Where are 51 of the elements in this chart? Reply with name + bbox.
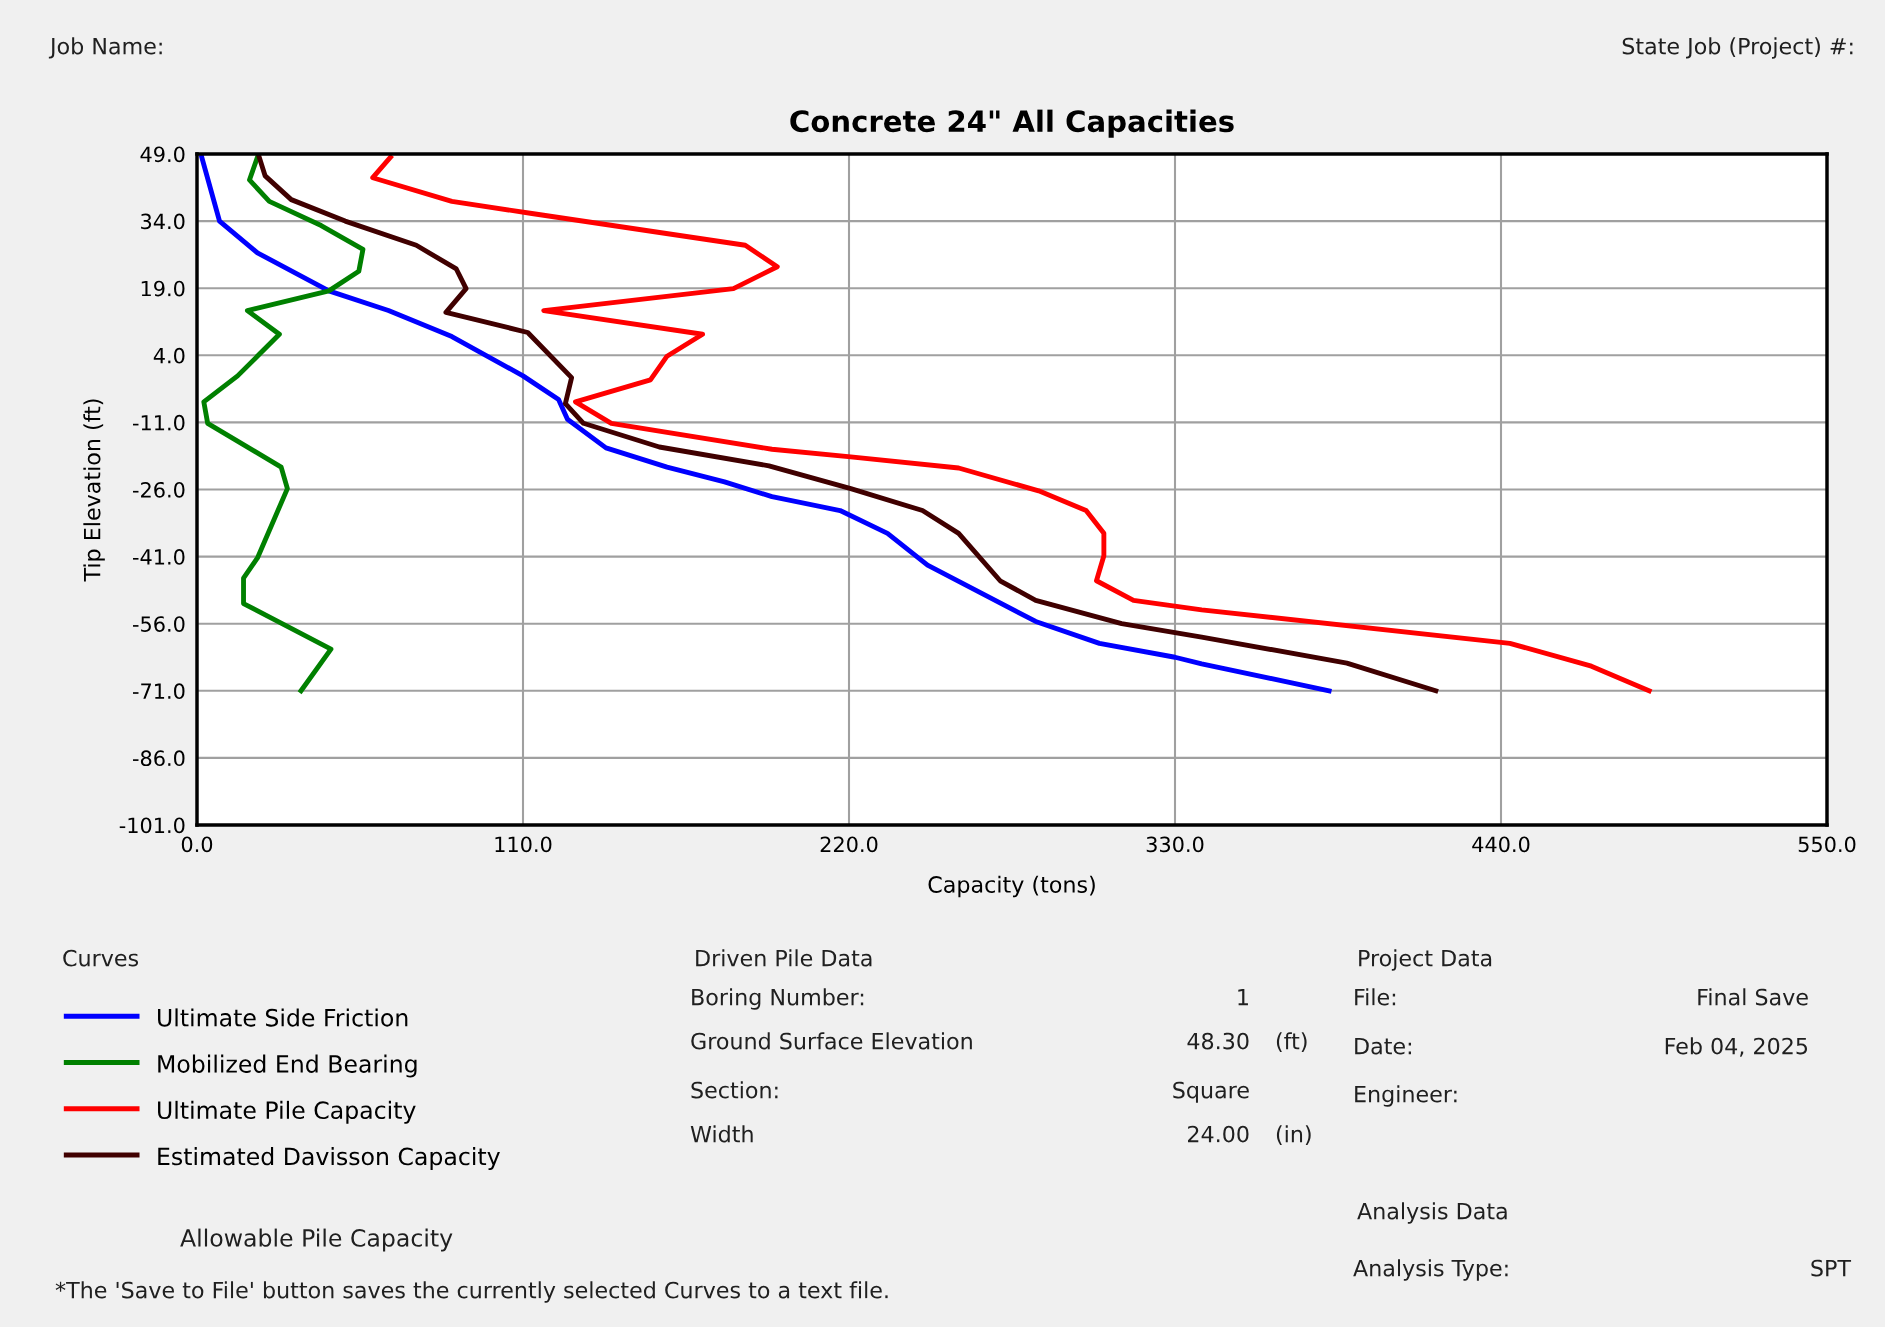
legend-label: Estimated Davisson Capacity [158,1147,500,1170]
y-tick-label: -26.0 [133,481,185,498]
y-tick-label: 34.0 [141,213,185,230]
chart-title: Concrete 24" All Capacities [790,109,1234,138]
text: Feb 04, 2025 [1665,1037,1808,1057]
text: (ft) [1276,1032,1307,1053]
x-tick-label: 110.0 [495,836,552,853]
y-tick-label: -41.0 [133,549,185,565]
text: 24.00 [1188,1125,1249,1143]
text: SPT [1811,1259,1852,1277]
y-tick-label: -71.0 [133,683,185,700]
text: (in) [1276,1125,1311,1146]
y-axis-title: Tip Elevation (ft) [83,399,105,582]
text: 48.30 [1187,1032,1249,1050]
text: Section: [691,1081,778,1099]
text: Curves [63,949,139,967]
text: Driven Pile Data [696,949,872,967]
text: File: [1355,988,1396,1006]
text: Ground Surface Elevation [691,1032,972,1050]
text: Width [690,1125,753,1143]
text: Project Data [1359,949,1492,971]
text: State Job (Project) #: [1622,37,1853,59]
y-tick-label: 19.0 [141,280,185,297]
text: Final Save [1698,988,1808,1006]
legend-label: Mobilized End Bearing [158,1054,417,1078]
x-axis-title: Capacity (tons) [928,875,1095,898]
text: Job Name: [48,37,162,59]
line-series [370,154,1652,694]
line-series [201,154,366,694]
text: Boring Number: [692,988,864,1010]
text: Square [1173,1081,1249,1103]
text: 1 [1238,988,1248,1006]
text: Analysis Type: [1353,1259,1508,1281]
y-tick-label: -86.0 [133,750,185,767]
text: Analysis Data [1357,1202,1507,1224]
x-tick-label: 220.0 [820,836,878,853]
text: Date: [1355,1037,1412,1055]
y-tick-label: -101.0 [119,817,185,834]
y-tick-label: -56.0 [133,616,185,632]
x-tick-label: 550.0 [1798,836,1856,853]
legend-label: Ultimate Side Friction [158,1008,408,1027]
legend-label: Ultimate Pile Capacity [158,1100,416,1124]
y-tick-label: 4.0 [153,347,185,364]
text: *The 'Save to File' button saves the currently selected Curves to a text file. [55,1281,888,1303]
text: Engineer: [1355,1085,1457,1107]
y-tick-label: -11.0 [133,414,185,431]
x-tick-label: 330.0 [1146,836,1204,853]
y-tick-label: 49.0 [140,146,185,163]
x-tick-label: 0.0 [181,836,213,853]
text: Allowable Pile Capacity [180,1228,453,1252]
x-tick-label: 440.0 [1472,836,1530,853]
